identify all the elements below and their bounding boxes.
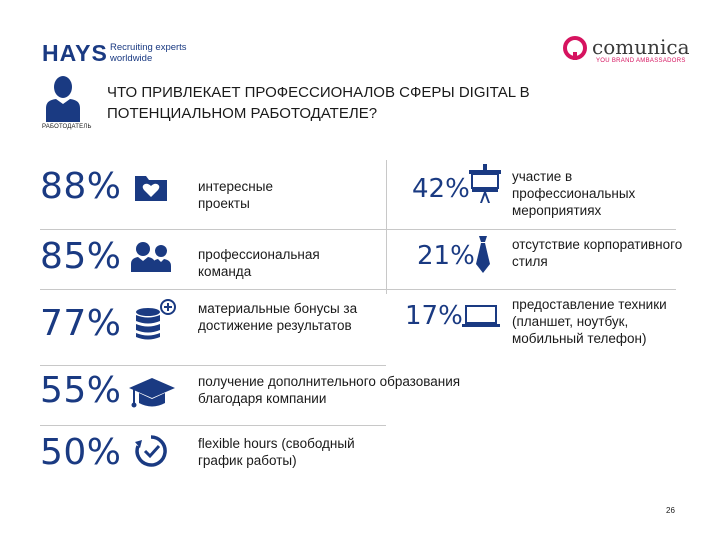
stat-percent-no-dress-code: 21%	[417, 241, 475, 271]
row-divider	[40, 289, 386, 290]
coins-plus-icon	[136, 299, 176, 340]
page-title: ЧТО ПРИВЛЕКАЕТ ПРОФЕССИОНАЛОВ СФЕРЫ DIGI…	[107, 84, 530, 122]
row-divider	[40, 425, 386, 426]
row-divider	[386, 229, 676, 230]
row-divider	[40, 229, 386, 230]
tie-icon	[476, 236, 490, 273]
row-divider	[40, 365, 386, 366]
label-interesting-projects: интересные проекты	[198, 179, 273, 211]
hays-tagline: Recruiting experts worldwide	[110, 42, 187, 64]
stat-percent-flexible-hours: 50%	[40, 432, 122, 473]
stat-percent-interesting-projects: 88%	[40, 166, 122, 207]
comunica-logo-word: comunica	[592, 35, 690, 59]
label-equipment: предоставление техники (планшет, ноутбук…	[512, 297, 667, 346]
stat-percent-team: 85%	[40, 236, 122, 277]
stat-percent-education: 55%	[40, 370, 122, 411]
stat-percent-equipment: 17%	[405, 301, 463, 331]
label-education: получение дополнительного образования бл…	[198, 374, 461, 406]
hays-logo-word: HAYS	[42, 40, 108, 66]
graduation-cap-icon	[129, 378, 175, 408]
label-events: участие в профессиональных мероприятиях	[512, 169, 636, 218]
clock-check-icon	[135, 435, 167, 467]
folder-heart-icon	[135, 176, 167, 201]
employer-person-icon	[46, 76, 80, 122]
stat-percent-bonuses: 77%	[40, 303, 122, 344]
label-flexible-hours-bold: flexible hours	[198, 436, 278, 451]
row-divider	[386, 289, 676, 290]
label-bonuses: материальные бонусы за достижение резуль…	[198, 301, 358, 333]
label-flexible-hours-rest: (свободный график работы)	[198, 436, 355, 468]
label-flexible-hours: flexible hours (свободный график работы)	[198, 435, 398, 469]
presentation-board-icon	[469, 164, 501, 203]
page-number: 26	[666, 506, 675, 515]
comunica-logo-icon	[563, 36, 587, 60]
column-divider	[386, 160, 387, 294]
laptop-icon	[462, 305, 500, 327]
team-icon	[131, 242, 171, 272]
employer-label: РАБОТОДАТЕЛЬ	[42, 124, 92, 130]
label-team: профессиональная команда	[198, 247, 320, 279]
comunica-tagline: YOU BRAND AMBASSADORS	[596, 58, 686, 64]
stat-percent-events: 42%	[412, 174, 470, 204]
label-no-dress-code: отсутствие корпоративного стиля	[512, 237, 683, 269]
